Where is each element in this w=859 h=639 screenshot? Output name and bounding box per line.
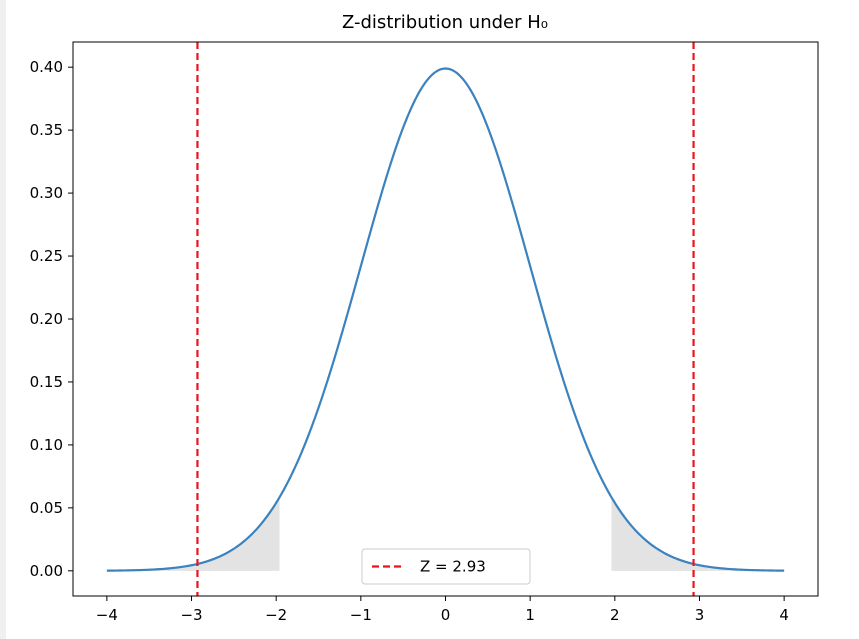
y-tick-label-1: 0.05 [30,499,63,517]
chart-title: Z-distribution under H₀ [342,12,548,33]
y-tick-label-0: 0.00 [30,562,63,580]
y-tick-label-5: 0.25 [30,247,63,265]
y-tick-label-7: 0.35 [30,121,63,139]
normal-pdf-curve [106,67,785,572]
x-tick-label-8: 4 [779,606,789,624]
legend-label-0: Z = 2.93 [420,558,486,576]
y-tick-label-6: 0.30 [30,184,63,202]
y-tick-label-4: 0.20 [30,310,63,328]
x-tick-label-4: 0 [441,606,451,624]
axes-frame [72,41,819,597]
x-tick-label-6: 2 [610,606,620,624]
legend: Z = 2.93 [361,548,531,585]
x-tick-label-5: 1 [525,606,535,624]
shaded-tail-region-1 [611,497,785,571]
x-tick-label-0: −4 [96,606,118,624]
x-tick-label-2: −2 [265,606,287,624]
x-tick-label-3: −1 [350,606,372,624]
plot-area [106,42,785,596]
y-tick-label-3: 0.15 [30,373,63,391]
window-edge-strip [0,0,6,639]
legend-box [361,548,531,585]
x-tick-label-1: −3 [180,606,202,624]
y-tick-label-8: 0.40 [30,58,63,76]
x-tick-label-7: 3 [695,606,705,624]
shaded-tail-region-0 [106,497,280,571]
y-tick-label-2: 0.10 [30,436,63,454]
axes: −4 −3 −2 −1 0 1 2 3 4 0.00 0.05 0.10 0.15 0.20 0.25 0.3… [30,41,819,624]
